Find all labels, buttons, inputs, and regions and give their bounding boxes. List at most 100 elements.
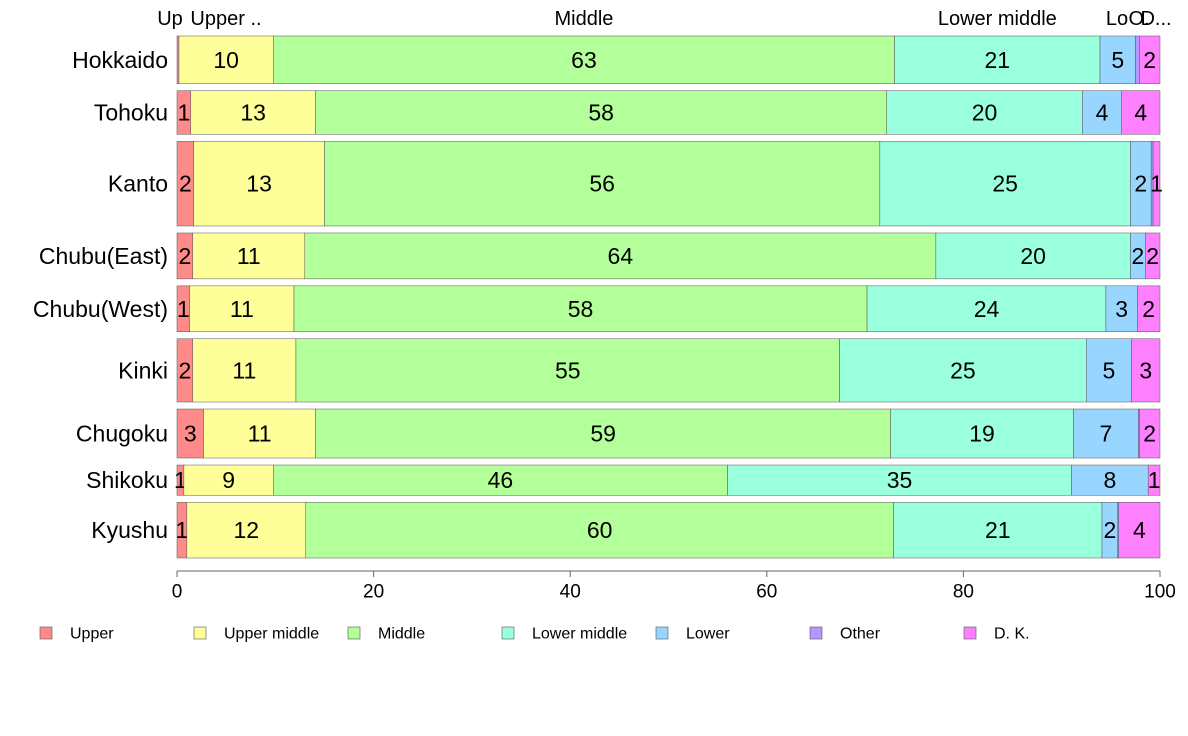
- bar-segment-d-k: [1147, 464, 1161, 496]
- bar-segment-lower-middle: [839, 338, 1087, 403]
- top-label: O.: [1128, 8, 1149, 30]
- data-label: 1: [1150, 171, 1163, 197]
- data-label: 4: [1133, 517, 1146, 543]
- legend-label: D. K.: [994, 626, 1030, 643]
- data-label: 25: [992, 171, 1018, 197]
- data-label: 3: [184, 421, 197, 447]
- bar-segment-lower: [1071, 464, 1149, 496]
- top-category-labels: Up Upper .. Middle Lower middle Lo O.D...: [157, 8, 1171, 30]
- data-label: 2: [179, 171, 192, 197]
- data-label: 11: [248, 421, 272, 447]
- legend-swatch: [347, 626, 361, 640]
- bar-segment-middle: [293, 285, 868, 332]
- x-axis: 0 20 40 60 80 100: [172, 570, 1176, 603]
- bar-segment-upper-middle: [203, 408, 316, 459]
- data-label: 13: [240, 99, 266, 125]
- top-label: Lo: [1106, 8, 1128, 30]
- bar-segment-upper-middle: [192, 338, 297, 403]
- bar-segment-lower: [1073, 408, 1139, 459]
- top-label: Upper ..: [190, 8, 261, 30]
- data-label: 63: [571, 47, 597, 73]
- data-label: 9: [222, 467, 235, 493]
- bar-segment-d-k: [1137, 285, 1161, 332]
- bar-segment-lower: [1105, 285, 1138, 332]
- data-label: 19: [969, 421, 995, 447]
- data-label: 2: [1143, 47, 1156, 73]
- top-label: D...: [1140, 8, 1171, 30]
- data-label: 8: [1103, 467, 1116, 493]
- data-label: 35: [887, 467, 913, 493]
- data-label: 3: [1139, 357, 1152, 383]
- row-label: Chugoku: [76, 421, 168, 447]
- legend-label: Upper middle: [224, 626, 319, 643]
- bar-segment-upper-middle: [192, 232, 306, 280]
- data-label: 25: [950, 357, 976, 383]
- bar-row-kyushu: Kyushu 1 12 60 21 2 4: [91, 502, 1161, 559]
- bar-segment-lower: [1082, 90, 1122, 135]
- bar-segment-lower-middle: [893, 502, 1103, 559]
- legend-item-middle: Middle: [347, 626, 425, 643]
- data-label: 11: [230, 296, 254, 322]
- row-label: Kanto: [108, 171, 168, 197]
- bar-segment-d-k: [1118, 502, 1161, 559]
- top-label: Up: [157, 8, 183, 30]
- legend-item-lower: Lower: [655, 626, 730, 643]
- data-label: 2: [1142, 296, 1155, 322]
- legend-label: Other: [840, 626, 881, 643]
- bar-segment-upper-middle: [189, 285, 295, 332]
- row-label: Kyushu: [91, 517, 168, 543]
- data-label: 11: [237, 243, 261, 269]
- row-label: Chubu(East): [39, 243, 168, 269]
- legend: Upper Upper middle Middle Lower middle Lower…: [39, 626, 1030, 643]
- data-label: 2: [1146, 243, 1159, 269]
- row-label: Tohoku: [94, 99, 168, 125]
- data-label: 21: [985, 517, 1011, 543]
- data-label: 59: [590, 421, 616, 447]
- bar-segment-d-k: [1121, 90, 1161, 135]
- bar-segment-d-k: [1145, 232, 1161, 280]
- data-label: 24: [974, 296, 1000, 322]
- data-label: 64: [608, 243, 634, 269]
- bar-segment-upper: [176, 408, 204, 459]
- data-label: 2: [1131, 243, 1144, 269]
- bar-segment-middle: [315, 90, 887, 135]
- bar-segment-d-k: [1139, 35, 1161, 84]
- data-label: 2: [178, 357, 191, 383]
- bar-row-kanto: Kanto 2 13 56 25 2 1: [108, 141, 1163, 227]
- data-label: 60: [587, 517, 613, 543]
- legend-item-upper-middle: Upper middle: [193, 626, 319, 643]
- bar-row-chugoku: Chugoku 3 11 59 19 7 2: [76, 408, 1161, 459]
- row-label: Chubu(West): [33, 296, 168, 322]
- data-label: 1: [1148, 467, 1161, 493]
- data-label: 5: [1111, 47, 1124, 73]
- row-label: Hokkaido: [72, 47, 168, 73]
- bar-segment-middle: [273, 464, 728, 496]
- x-tick-label: 100: [1144, 582, 1176, 603]
- bar-segment-d-k: [1139, 408, 1161, 459]
- x-tick-label: 20: [363, 582, 384, 603]
- bar-row-kinki: Kinki 2 11 55 25 5 3: [118, 338, 1161, 403]
- data-label: 4: [1096, 99, 1109, 125]
- row-label: Kinki: [118, 357, 168, 383]
- bar-segment-lower-middle: [727, 464, 1072, 496]
- data-label: 2: [1143, 421, 1156, 447]
- legend-swatch: [193, 626, 207, 640]
- bar-segment-middle: [304, 232, 937, 280]
- bar-segment-middle: [315, 408, 891, 459]
- bar-segment-lower-middle: [879, 141, 1131, 227]
- x-tick-label: 40: [560, 582, 581, 603]
- legend-swatch: [655, 626, 669, 640]
- data-label: 20: [972, 99, 998, 125]
- legend-label: Middle: [378, 626, 425, 643]
- row-label: Shikoku: [86, 467, 168, 493]
- bar-segment-lower-middle: [935, 232, 1131, 280]
- x-tick-label: 60: [756, 582, 777, 603]
- bar-segment-lower-middle: [886, 90, 1083, 135]
- top-label: Lower middle: [938, 8, 1057, 30]
- data-label: 5: [1102, 357, 1115, 383]
- data-label: 55: [555, 357, 581, 383]
- bar-segment-middle: [295, 338, 840, 403]
- bar-segment-upper-middle: [193, 141, 325, 227]
- data-label: 7: [1100, 421, 1113, 447]
